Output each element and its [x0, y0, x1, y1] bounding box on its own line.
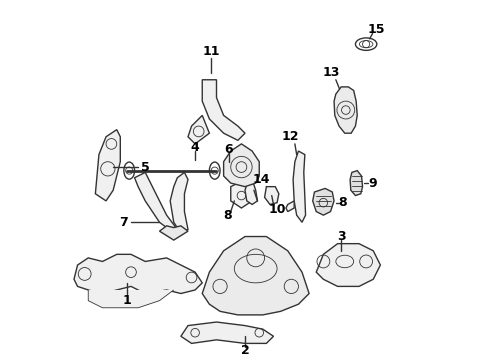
- Polygon shape: [316, 244, 380, 287]
- Text: 8: 8: [223, 209, 231, 222]
- Text: 6: 6: [224, 143, 233, 156]
- Text: 10: 10: [269, 203, 286, 216]
- Text: 15: 15: [368, 23, 385, 36]
- Polygon shape: [170, 172, 188, 233]
- Text: 13: 13: [323, 66, 340, 79]
- Text: 2: 2: [241, 344, 249, 357]
- Polygon shape: [293, 151, 306, 222]
- Text: 5: 5: [141, 161, 149, 174]
- Polygon shape: [286, 201, 294, 212]
- Text: 12: 12: [282, 130, 299, 143]
- Polygon shape: [245, 180, 257, 204]
- Polygon shape: [160, 226, 188, 240]
- Text: 9: 9: [368, 177, 377, 190]
- Text: 7: 7: [120, 216, 128, 229]
- Text: 1: 1: [123, 294, 132, 307]
- Polygon shape: [181, 322, 273, 343]
- Text: 14: 14: [252, 173, 270, 186]
- Text: 4: 4: [191, 141, 199, 154]
- Text: 11: 11: [202, 45, 220, 58]
- Polygon shape: [96, 130, 121, 201]
- Polygon shape: [265, 186, 279, 204]
- Polygon shape: [202, 237, 309, 315]
- Polygon shape: [188, 116, 209, 144]
- Polygon shape: [88, 290, 174, 308]
- Text: 8: 8: [339, 196, 347, 209]
- Polygon shape: [223, 144, 259, 186]
- Polygon shape: [135, 172, 177, 233]
- Polygon shape: [74, 254, 202, 293]
- Polygon shape: [313, 188, 334, 215]
- Polygon shape: [350, 171, 363, 195]
- Polygon shape: [231, 180, 252, 208]
- Polygon shape: [334, 87, 357, 133]
- Polygon shape: [202, 80, 245, 140]
- Text: 3: 3: [337, 230, 345, 243]
